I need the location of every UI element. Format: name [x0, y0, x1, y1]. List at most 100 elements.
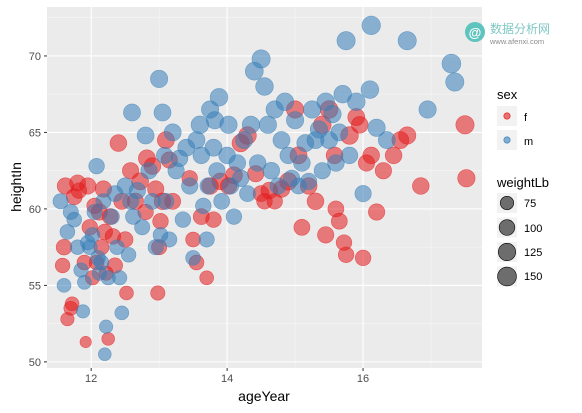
data-point-m	[209, 88, 229, 107]
data-point-m	[161, 231, 178, 248]
data-point-m	[93, 254, 110, 271]
data-point-m	[377, 131, 396, 149]
data-point-m	[128, 182, 146, 200]
data-point-m	[75, 304, 91, 319]
watermark-logo-icon	[465, 22, 485, 42]
data-point-m	[279, 146, 297, 165]
y-tick-label: 60	[29, 204, 41, 216]
data-point-f	[330, 212, 348, 230]
data-point-m	[255, 77, 274, 96]
data-point-m	[95, 193, 112, 210]
data-point-m	[123, 103, 141, 122]
color-legend-swatch-m	[503, 136, 511, 144]
data-point-f	[199, 270, 214, 286]
data-point-f	[362, 146, 380, 165]
size-legend-label-150: 150	[524, 271, 542, 283]
data-point-f	[150, 285, 166, 301]
data-point-f	[185, 231, 201, 248]
data-point-f	[351, 116, 369, 134]
data-point-m	[262, 162, 280, 180]
data-point-m	[59, 224, 76, 240]
data-point-f	[64, 296, 80, 312]
watermark-logo-glyph: @	[469, 25, 482, 40]
data-point-f	[109, 134, 128, 152]
data-point-m	[163, 123, 182, 142]
data-point-m	[235, 131, 253, 149]
data-point-m	[84, 227, 101, 243]
data-point-m	[195, 197, 212, 215]
tick-labels: 12 14 16 50 55 60 65 70	[29, 51, 369, 385]
color-legend-label-f: f	[524, 112, 528, 124]
watermark-site-name: 数据分析网	[490, 21, 550, 36]
data-point-f	[384, 146, 403, 165]
data-point-f	[337, 246, 355, 263]
data-point-m	[99, 319, 114, 334]
size-legend: weightLb 75 100 125 150	[496, 175, 549, 287]
data-point-m	[120, 247, 137, 263]
data-point-m	[418, 100, 437, 119]
data-point-m	[313, 162, 331, 180]
data-point-m	[354, 185, 372, 203]
data-point-m	[103, 208, 120, 225]
data-point-f	[79, 335, 92, 349]
data-point-m	[219, 115, 238, 134]
data-point-m	[125, 208, 142, 225]
data-point-m	[249, 154, 267, 172]
data-point-f	[152, 213, 169, 230]
watermark-site-url: www.afenxi.com	[489, 37, 544, 46]
size-legend-keys	[497, 193, 517, 287]
data-point-m	[208, 162, 226, 180]
y-tick-label: 55	[29, 280, 41, 292]
data-point-m	[340, 146, 359, 165]
size-legend-swatch-75	[499, 195, 515, 211]
data-point-m	[56, 278, 72, 293]
data-point-m	[225, 208, 243, 225]
size-legend-title: weightLb	[496, 175, 549, 190]
data-point-f	[317, 226, 335, 244]
color-legend-title: sex	[497, 87, 518, 102]
watermark: @ 数据分析网 www.afenxi.com	[465, 21, 550, 46]
data-point-m	[157, 192, 175, 210]
data-point-m	[66, 211, 82, 228]
data-point-m	[181, 177, 199, 195]
y-tick-label: 65	[29, 127, 41, 139]
data-point-m	[336, 31, 356, 51]
data-point-m	[228, 154, 246, 172]
data-point-m	[136, 126, 155, 145]
data-point-m	[204, 138, 223, 157]
data-point-m	[73, 262, 89, 278]
color-legend-swatch-f	[503, 112, 511, 120]
y-tick-label: 70	[29, 51, 41, 63]
data-point-f	[455, 115, 475, 135]
data-point-m	[286, 111, 305, 130]
data-point-m	[445, 72, 465, 92]
data-point-m	[323, 105, 342, 124]
data-point-m	[241, 115, 260, 134]
data-point-m	[114, 305, 130, 321]
data-point-m	[275, 92, 295, 111]
data-point-m	[52, 193, 69, 210]
data-point-m	[232, 169, 250, 187]
data-point-m	[258, 115, 277, 134]
axis-ticks	[44, 55, 364, 371]
data-point-f	[398, 126, 417, 145]
size-legend-swatch-150	[497, 266, 517, 287]
data-point-f	[205, 211, 222, 228]
size-legend-label-125: 125	[524, 247, 542, 259]
data-point-m	[367, 118, 386, 137]
data-point-f	[354, 249, 372, 267]
size-legend-swatch-100	[498, 219, 516, 236]
data-point-m	[88, 157, 105, 175]
data-point-m	[112, 270, 128, 286]
data-point-m	[140, 162, 158, 180]
data-point-m	[269, 177, 287, 195]
data-point-m	[251, 49, 271, 69]
y-axis-title: heightIn	[8, 162, 24, 212]
data-point-f	[79, 177, 97, 195]
data-point-m	[213, 192, 231, 210]
x-axis-title: ageYear	[238, 388, 290, 404]
size-legend-swatch-125	[497, 243, 516, 262]
data-point-f	[457, 169, 476, 188]
data-point-m	[300, 172, 318, 190]
